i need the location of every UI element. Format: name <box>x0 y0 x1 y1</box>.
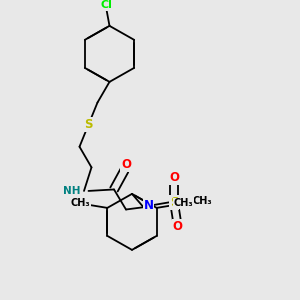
Text: S: S <box>84 118 93 131</box>
Text: CH₃: CH₃ <box>70 199 90 208</box>
Text: CH₃: CH₃ <box>193 196 212 206</box>
Text: O: O <box>172 220 183 233</box>
Text: Cl: Cl <box>100 0 112 10</box>
Text: N: N <box>143 199 154 212</box>
Text: NH: NH <box>63 186 81 196</box>
Text: S: S <box>170 196 178 208</box>
Text: CH₃: CH₃ <box>174 199 194 208</box>
Text: O: O <box>121 158 131 172</box>
Text: O: O <box>169 171 179 184</box>
